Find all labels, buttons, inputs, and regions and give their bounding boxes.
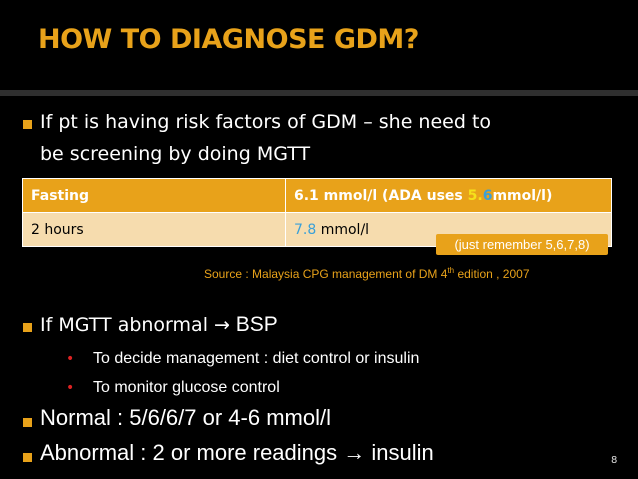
sub-bullet-1: To decide management : diet control or i…: [93, 350, 420, 367]
bullet-square-icon: [23, 418, 32, 427]
two-hour-unit: mmol/l: [316, 221, 370, 238]
source-text: Source : Malaysia CPG management of DM 4: [204, 267, 448, 281]
two-hour-value: 7.8: [294, 221, 317, 238]
cell-fasting-value: 6.1 mmol/l (ADA uses 5.6mmol/l): [285, 178, 612, 213]
bullet-3-normal: Normal : 5/6/6/7 or 4-6 mmol/l: [40, 405, 331, 430]
table-row-fasting: Fasting 6.1 mmol/l (ADA uses 5.6mmol/l): [22, 178, 612, 213]
bullet-square-icon: [23, 120, 32, 129]
bullet-square-icon: [23, 453, 32, 462]
bullet-2-suffix: BSP: [229, 313, 278, 336]
arrow-icon: →: [214, 314, 230, 336]
sub-bullet-dot-icon: •: [66, 351, 75, 367]
bullet-4-abnormal: Abnormal : 2 or more readings → insulin: [40, 440, 434, 465]
source-citation: Source : Malaysia CPG management of DM 4…: [204, 266, 530, 281]
fasting-highlight-b: 6: [482, 187, 493, 204]
sub-bullet-2: To monitor glucose control: [93, 379, 280, 396]
fasting-highlight-a: 5.: [467, 187, 483, 204]
hint-box: (just remember 5,6,7,8): [436, 234, 608, 255]
bullet-2-prefix: If MGTT abnormal: [40, 314, 215, 336]
bullet-1-line-1: If pt is having risk factors of GDM – sh…: [40, 111, 492, 133]
cell-fasting-label: Fasting: [22, 178, 286, 213]
fasting-value-text: 6.1 mmol/l (ADA uses: [294, 187, 468, 204]
source-tail: edition , 2007: [454, 267, 530, 281]
source-sup: th: [447, 266, 455, 275]
bullet-1-line-2: be screening by doing MGTT: [40, 143, 311, 165]
sub-bullet-dot-icon: •: [66, 380, 75, 396]
cell-2-hours-label: 2 hours: [22, 212, 286, 247]
bullet-square-icon: [23, 323, 32, 332]
bullet-2: If MGTT abnormal → BSP: [40, 313, 278, 337]
slide-title: HOW TO DIAGNOSE GDM?: [38, 24, 419, 55]
page-number: 8: [611, 455, 618, 466]
fasting-value-end: mmol/l): [492, 187, 553, 204]
title-divider: [0, 90, 638, 96]
